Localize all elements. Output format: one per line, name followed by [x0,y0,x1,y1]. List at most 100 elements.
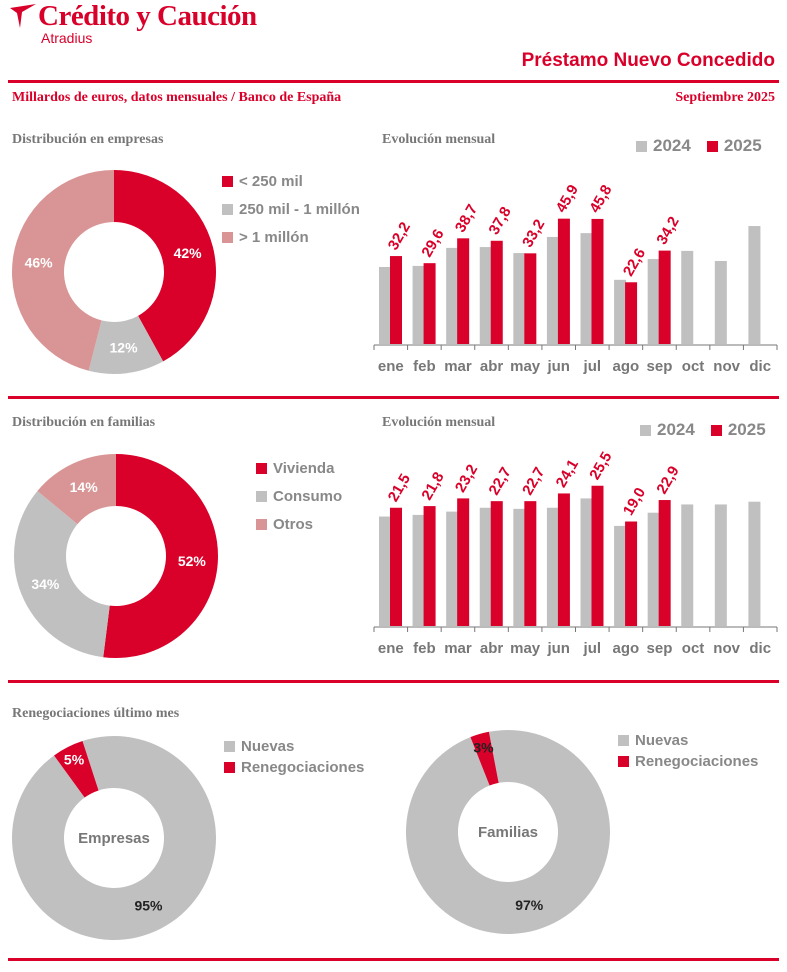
legend-label: Consumo [273,488,343,505]
divider [8,958,779,961]
legend-label: Renegociaciones [635,753,759,770]
bird-logo-icon [10,4,36,28]
legend-item: 250 mil - 1 millón [222,201,360,218]
legend-swatch [224,741,235,752]
x-tick-label: feb [413,358,436,375]
bar-2025 [390,256,402,344]
slice-label: 52% [178,553,207,569]
data-label: 32,2 [385,219,414,253]
slice-label: 12% [110,339,139,355]
bar-2024 [546,236,559,344]
legend-label: < 250 mil [239,173,303,190]
legend: Nuevas Renegociaciones [618,732,758,774]
slice-label: 42% [174,245,203,261]
slice-label: 34% [31,576,60,592]
x-tick-label: abr [480,358,504,375]
donut-slice [12,170,115,371]
legend-swatch [222,232,233,243]
bar-2025 [490,240,503,344]
section-title: Renegociaciones último mes [12,706,180,721]
legend-item: Renegociaciones [618,753,758,770]
legend-swatch [256,463,267,474]
legend-label: 250 mil - 1 millón [239,201,360,218]
legend-swatch [256,519,267,530]
x-tick-label: oct [682,640,705,657]
bar-2025 [591,218,604,344]
legend-item: Consumo [256,488,342,505]
data-label: 34,2 [653,214,682,248]
data-label: 33,2 [519,217,548,251]
legend-item: 2024 [636,136,691,156]
section-title: Distribución en empresas [12,132,164,147]
legend-item: 2025 [710,420,766,440]
x-tick-label: jun [546,640,570,657]
donut-slice [406,730,611,935]
slice-label: 5% [64,752,85,768]
bar-2024 [479,507,492,626]
bar-2024 [681,504,694,626]
legend-swatch [706,140,718,152]
legend-item: > 1 millón [222,229,360,246]
x-tick-label: ene [378,358,404,375]
slice-label: 46% [25,254,54,270]
bar-2025 [524,253,537,344]
bar-2025 [423,263,436,344]
x-tick-label: may [510,358,541,375]
x-tick-label: may [510,640,541,657]
bar-2024 [446,247,459,344]
slice-label: 97% [515,897,544,913]
legend-swatch [222,176,233,187]
data-label: 22,9 [653,463,682,497]
page-title: Préstamo Nuevo Concedido [521,50,775,71]
legend-swatch [636,140,647,152]
data-label: 21,8 [418,469,447,503]
x-tick-label: ago [613,640,640,657]
bar-2024 [647,259,660,344]
donut-slice [470,731,499,786]
x-tick-label: dic [749,358,771,375]
donut-slice [11,736,216,940]
x-tick-label: sep [647,358,673,375]
brand-sub: Atradius [41,30,93,46]
legend-item: Renegociaciones [224,759,364,776]
bar-2024 [714,260,727,344]
data-label: 22,7 [519,464,548,498]
legend-swatch [224,762,235,773]
legend-swatch [710,424,722,436]
bar-2025 [658,500,671,626]
bar-2025 [390,507,402,626]
data-label: 38,7 [452,202,481,236]
legend: Vivienda Consumo Otros [256,460,342,544]
legend-label: > 1 millón [239,229,309,246]
bar-2025 [457,498,470,626]
donut-slice [88,315,164,374]
legend-label: 2025 [723,136,762,155]
data-label: 23,2 [452,462,481,496]
x-tick-label: oct [682,358,705,375]
legend-swatch [618,735,629,746]
bar-2025 [658,250,671,344]
section-title: Distribución en familias [12,415,156,430]
legend-label: Nuevas [635,732,689,749]
donut-slice [54,740,99,798]
legend-label: 2025 [727,420,766,439]
x-tick-label: ago [613,358,640,375]
data-label: 45,8 [586,182,615,216]
x-tick-label: nov [713,640,740,657]
legend: 2024 2025 [640,420,782,440]
legend-label: 2024 [657,420,695,439]
bar-2024 [614,525,627,626]
data-label: 24,1 [553,457,582,491]
donut-slice [103,454,219,658]
x-tick-label: abr [480,640,504,657]
legend-swatch [222,204,233,215]
bar-2025 [490,501,503,626]
section-title: Evolución mensual [382,415,496,430]
x-tick-label: ene [378,640,404,657]
legend-item: Otros [256,516,342,533]
bar-2025 [557,218,570,344]
bar-2024 [446,511,459,626]
bar-2025 [557,493,570,626]
legend-swatch [640,424,651,436]
